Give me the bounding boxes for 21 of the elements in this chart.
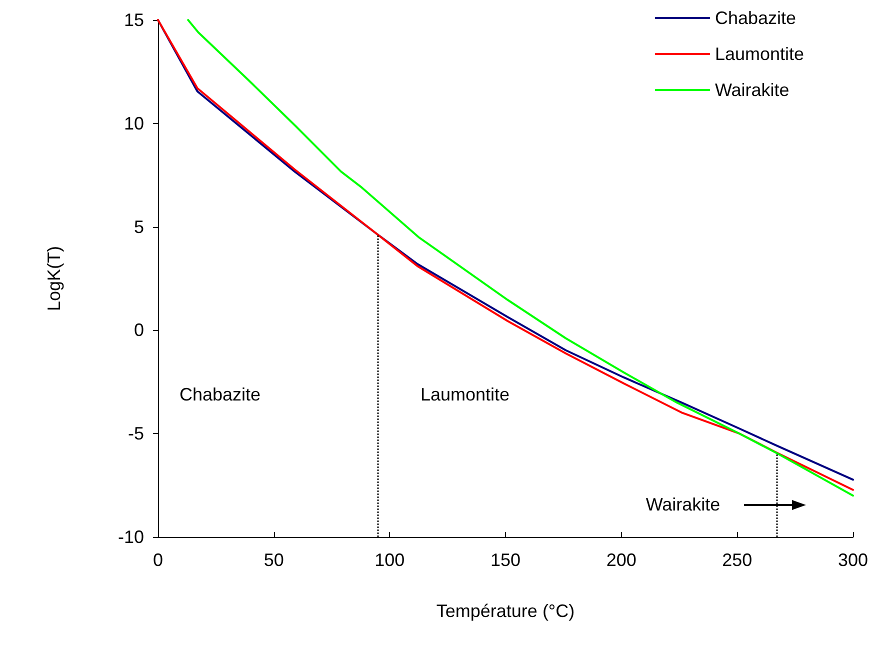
x-tick-label: 100 <box>374 550 405 570</box>
annotation: Chabazite <box>179 384 261 406</box>
legend-label: Laumontite <box>714 44 804 64</box>
y-axis-title: LogK(T) <box>44 246 64 312</box>
x-axis-title: Température (°C) <box>436 601 575 621</box>
y-tick-label: 15 <box>124 10 144 30</box>
y-tick-label: -5 <box>128 424 144 444</box>
annotation: Wairakite <box>646 494 720 516</box>
x-tick-label: 200 <box>606 550 636 570</box>
y-tick-label: 10 <box>124 113 144 134</box>
x-tick-label: 0 <box>152 550 164 570</box>
x-tick-label: 300 <box>838 550 868 570</box>
legend-label: Wairakite <box>714 80 790 100</box>
y-tick-label: 0 <box>134 320 144 340</box>
x-tick-label: 150 <box>490 550 521 570</box>
annotation: Laumontite <box>420 384 510 406</box>
x-tick-label: 250 <box>722 550 752 570</box>
y-tick-label: -10 <box>118 527 144 547</box>
x-tick-label: 50 <box>264 550 284 570</box>
legend-label: Chabazite <box>714 8 796 28</box>
y-tick-label: 5 <box>134 216 144 237</box>
